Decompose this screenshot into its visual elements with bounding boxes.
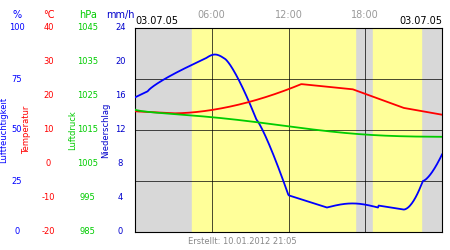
Bar — [192, 28, 355, 232]
Text: 0: 0 — [117, 228, 123, 236]
Text: 50: 50 — [12, 126, 22, 134]
Text: 8: 8 — [117, 160, 123, 168]
Bar — [355, 28, 373, 232]
Text: 12: 12 — [115, 126, 126, 134]
Text: 4: 4 — [117, 194, 123, 202]
Text: 30: 30 — [43, 58, 54, 66]
Text: 985: 985 — [80, 228, 96, 236]
Text: hPa: hPa — [79, 10, 97, 20]
Text: -10: -10 — [42, 194, 55, 202]
Text: 40: 40 — [43, 24, 54, 32]
Bar — [420, 28, 442, 232]
Text: 1005: 1005 — [77, 160, 98, 168]
Text: °C: °C — [43, 10, 54, 20]
Text: 75: 75 — [12, 74, 22, 84]
Text: 16: 16 — [115, 92, 126, 100]
Text: 24: 24 — [115, 24, 126, 32]
Text: 1025: 1025 — [77, 92, 98, 100]
Text: Erstellt: 10.01.2012 21:05: Erstellt: 10.01.2012 21:05 — [188, 236, 297, 246]
Text: Luftfeuchtigkeit: Luftfeuchtigkeit — [0, 97, 8, 163]
Bar — [135, 28, 192, 232]
Text: 1015: 1015 — [77, 126, 98, 134]
Text: %: % — [13, 10, 22, 20]
Text: 20: 20 — [115, 58, 126, 66]
Text: Luftdruck: Luftdruck — [68, 110, 77, 150]
Text: 0: 0 — [46, 160, 51, 168]
Text: mm/h: mm/h — [106, 10, 135, 20]
Text: 06:00: 06:00 — [198, 10, 225, 20]
Text: 1045: 1045 — [77, 24, 98, 32]
Text: 1035: 1035 — [77, 58, 98, 66]
Text: -20: -20 — [42, 228, 55, 236]
Text: 995: 995 — [80, 194, 95, 202]
Text: 18:00: 18:00 — [351, 10, 379, 20]
Text: 0: 0 — [14, 228, 20, 236]
Text: 20: 20 — [43, 92, 54, 100]
Text: 10: 10 — [43, 126, 54, 134]
Text: 25: 25 — [12, 176, 22, 186]
Bar — [373, 28, 420, 232]
Text: 03.07.05: 03.07.05 — [399, 16, 442, 26]
Text: Temperatur: Temperatur — [22, 106, 31, 154]
Text: 100: 100 — [9, 24, 25, 32]
Text: 03.07.05: 03.07.05 — [135, 16, 178, 26]
Text: 12:00: 12:00 — [274, 10, 302, 20]
Text: Niederschlag: Niederschlag — [101, 102, 110, 158]
